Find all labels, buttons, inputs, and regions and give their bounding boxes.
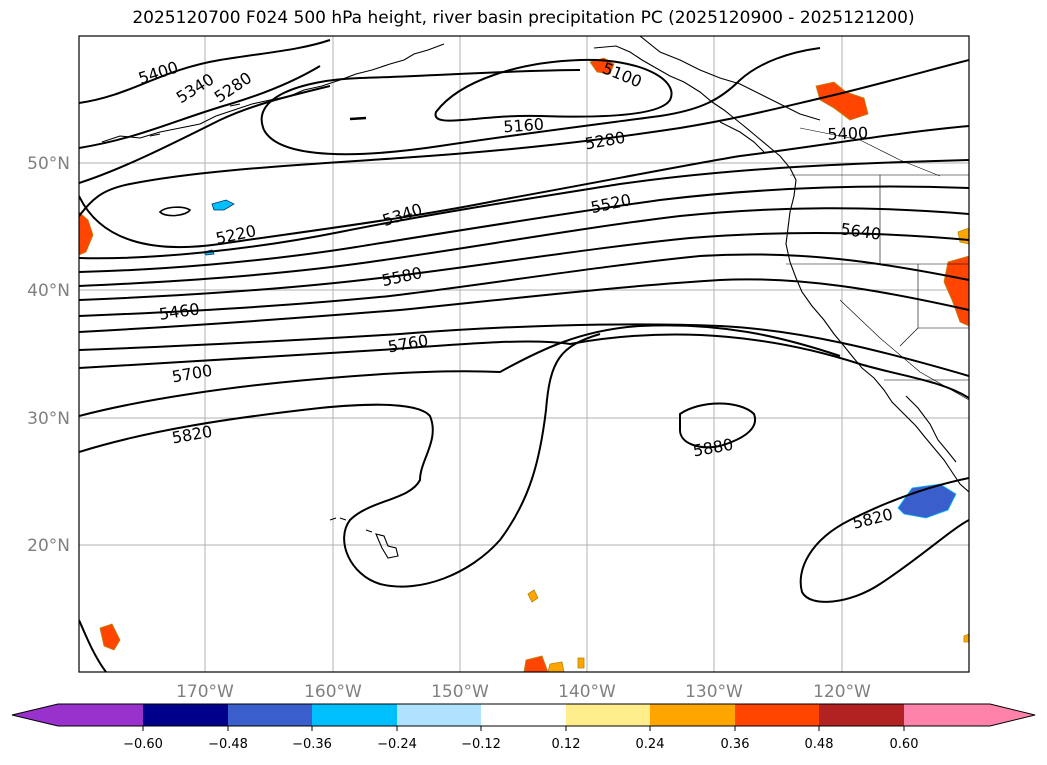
precip-patch-south-3 [577, 657, 585, 669]
precip-patch-bc-coast [815, 81, 869, 121]
precip-patch-southwest [99, 623, 121, 651]
contour-sw-edge [79, 619, 107, 672]
lon-label-130w: 130°W [685, 682, 743, 702]
precip-patch-dot-1 [527, 589, 539, 603]
colorbar-segment [228, 704, 312, 726]
colorbar-tick-label: 0.60 [890, 737, 919, 752]
precip-patch-dot-2 [963, 633, 969, 643]
colorbar-segment [735, 704, 819, 726]
contour-5160 [263, 47, 821, 156]
lat-label-20n: 20°N [27, 536, 70, 556]
colorbar-extend-high [904, 704, 1035, 726]
lon-label-170w: 170°W [176, 682, 234, 702]
lon-label-140w: 140°W [558, 682, 616, 702]
colorbar-segment [397, 704, 481, 726]
contour-5280-west [79, 85, 331, 184]
precip-patch-gulf-alaska [589, 57, 615, 75]
precip-patch-rockies [957, 227, 969, 245]
precip-patch-baja [897, 483, 957, 519]
contour-5880 [679, 402, 757, 449]
map-frame [78, 35, 970, 673]
colorbar-tick-marks [142, 726, 905, 731]
contour-label: 5220 [214, 221, 258, 248]
contour-5100 [434, 58, 673, 122]
colorbar-tick-label: 0.24 [636, 737, 665, 752]
contour-label: 5280 [211, 68, 255, 107]
contour-label: 5820 [851, 505, 895, 533]
contour-5640 [79, 253, 969, 317]
latitude-labels: 50°N 40°N 30°N 20°N [27, 154, 70, 556]
lon-label-120w: 120°W [813, 682, 871, 702]
contour-label: 5820 [170, 422, 213, 448]
colorbar-segment [566, 704, 650, 726]
precip-patch-sierra [943, 255, 969, 327]
contour-5460 [79, 185, 969, 273]
lat-label-30n: 30°N [27, 409, 70, 429]
contour-labels: 5400 5340 5280 5100 5160 5280 5400 5220 … [136, 57, 895, 532]
contour-5700 [79, 278, 969, 333]
contour-label: 5340 [380, 199, 425, 230]
contour-label: 5460 [158, 299, 201, 323]
colorbar-tick-label: 0.36 [721, 737, 750, 752]
contour-5580 [79, 231, 969, 301]
lon-label-160w: 160°W [304, 682, 362, 702]
colorbar-segment [481, 704, 566, 726]
colorbar-outline [11, 703, 1036, 727]
colorbar-segment [650, 704, 735, 726]
contour-5760-a [79, 323, 969, 377]
precip-shading [79, 57, 969, 672]
contour-small-island [158, 206, 192, 217]
contour-small-dash [349, 116, 367, 121]
contour-5820-loop [79, 333, 601, 588]
precip-patch-south-1 [523, 655, 549, 672]
colorbar-segment [312, 704, 397, 726]
colorbar-segment [143, 704, 228, 726]
height-contours [79, 39, 969, 672]
graticule [79, 36, 969, 672]
precip-patch-south-2 [547, 661, 565, 672]
map-title: 2025120700 F024 500 hPa height, river ba… [132, 8, 915, 28]
colorbar-tick-label: −0.60 [123, 737, 163, 752]
colorbar: −0.60 −0.48 −0.36 −0.24 −0.12 0.12 0.24 … [11, 703, 1036, 752]
contour-5400 [79, 159, 969, 260]
contour-label: 5880 [691, 435, 734, 461]
contour-5520 [79, 207, 969, 287]
contour-5760-b [79, 333, 969, 399]
longitude-labels: 170°W 160°W 150°W 140°W 130°W 120°W [176, 682, 871, 702]
lon-label-150w: 150°W [431, 682, 489, 702]
lat-label-50n: 50°N [27, 154, 70, 174]
contour-5160-loop [260, 69, 581, 131]
colorbar-tick-label: −0.48 [208, 737, 248, 752]
colorbar-tick-label: 0.12 [552, 737, 581, 752]
contour-label: 5640 [839, 219, 882, 243]
contour-label: 5400 [136, 57, 181, 88]
colorbar-tick-label: 0.48 [805, 737, 834, 752]
lat-label-40n: 40°N [27, 281, 70, 301]
colorbar-extend-low [12, 704, 143, 726]
contour-5280 [79, 59, 969, 217]
contour-label: 5160 [503, 115, 545, 137]
contour-5400-north [79, 39, 331, 104]
colorbar-tick-label: −0.12 [461, 737, 501, 752]
contour-label: 5400 [827, 123, 868, 143]
contour-label: 5700 [170, 361, 213, 387]
contour-label: 5580 [380, 263, 424, 290]
contour-label: 5520 [589, 190, 633, 217]
colorbar-tick-label: −0.36 [292, 737, 332, 752]
colorbar-segment [819, 704, 904, 726]
contour-5820-southeast [799, 477, 969, 603]
contour-label: 5280 [583, 128, 626, 154]
colorbar-tick-label: −0.24 [377, 737, 417, 752]
contour-5340-north [79, 65, 321, 149]
precip-patch-blue-1 [211, 199, 235, 211]
contour-5340 [79, 125, 969, 249]
precip-patch-west-edge [79, 211, 94, 256]
contour-5820-long [79, 324, 841, 417]
